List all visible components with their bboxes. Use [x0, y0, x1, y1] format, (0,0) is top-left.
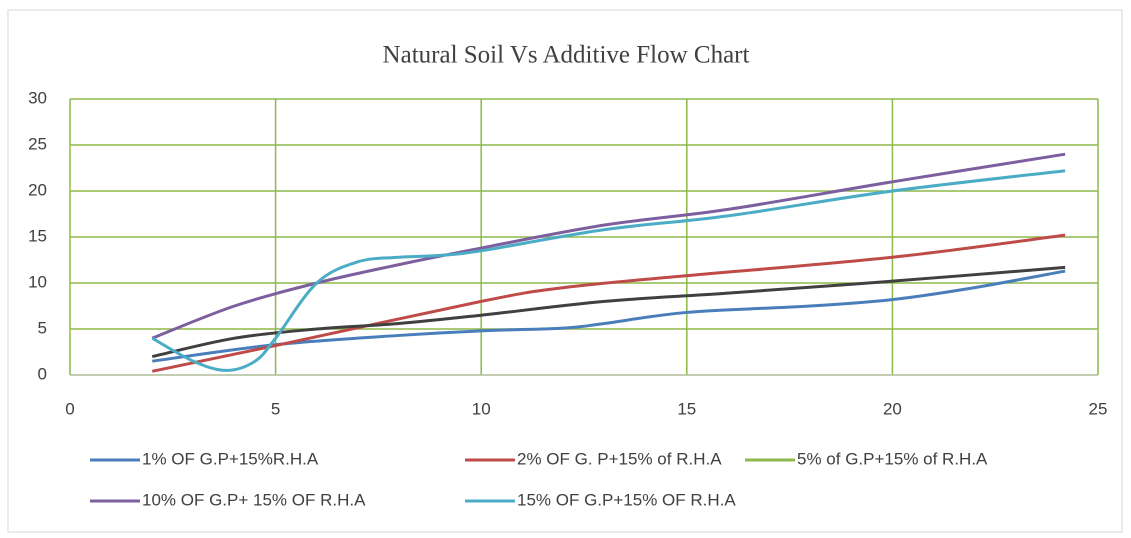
chart-frame — [7, 9, 1123, 533]
x-tick-label: 10 — [472, 399, 491, 418]
y-tick-label: 25 — [28, 134, 47, 153]
series-line — [151, 152, 1066, 340]
series-line — [152, 269, 1066, 363]
legend-label: 1% OF G.P+15%R.H.A — [142, 449, 319, 468]
x-tick-label: 25 — [1089, 399, 1108, 418]
chart-title: Natural Soil Vs Additive Flow Chart — [383, 42, 750, 69]
y-tick-label: 15 — [28, 226, 47, 245]
legend-label: 10% OF G.P+ 15% OF R.H.A — [142, 490, 366, 509]
legend-label: 2% OF G. P+15% of R.H.A — [517, 449, 722, 468]
x-tick-label: 20 — [883, 399, 902, 418]
series-line — [151, 169, 1066, 372]
y-tick-label: 0 — [38, 364, 47, 383]
x-tick-label: 15 — [677, 399, 696, 418]
series-line — [151, 265, 1066, 359]
y-tick-label: 5 — [38, 318, 47, 337]
series-line — [151, 233, 1066, 373]
y-tick-label: 30 — [28, 88, 47, 107]
x-tick-label: 5 — [271, 399, 280, 418]
x-tick-label: 0 — [65, 399, 74, 418]
y-tick-label: 20 — [28, 180, 47, 199]
legend-label: 5% of G.P+15% of R.H.A — [797, 449, 988, 468]
y-tick-label: 10 — [28, 272, 47, 291]
legend-label: 15% OF G.P+15% OF R.H.A — [517, 490, 736, 509]
